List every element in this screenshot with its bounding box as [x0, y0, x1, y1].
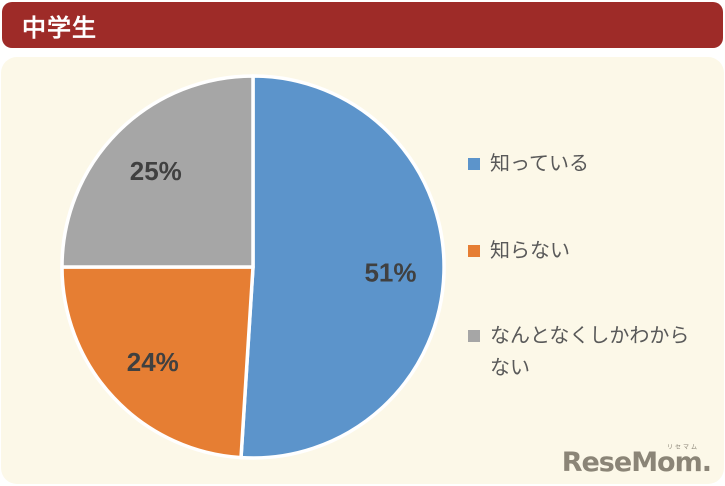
- legend-label: 知っている: [490, 153, 589, 175]
- resemom-logo: リセマム ReseMom.: [561, 445, 712, 478]
- legend-label: なんとなくしかわからない: [490, 325, 690, 379]
- legend-item-know: 知っている: [468, 148, 702, 180]
- page-title: 中学生: [22, 14, 97, 42]
- pie-chart: 51% 24% 25%: [60, 74, 446, 460]
- legend-swatch-gray-icon: [468, 330, 480, 342]
- pie-slice-2: [60, 74, 255, 269]
- legend-swatch-orange-icon: [468, 245, 480, 257]
- pie-data-label: 24%: [127, 347, 179, 377]
- logo-text: ReseMom.: [561, 447, 712, 478]
- pie-slice-0: [239, 74, 446, 460]
- legend-item-vague: なんとなくしかわからない: [468, 320, 702, 384]
- header-bar: 中学生: [2, 2, 723, 48]
- legend-item-dont-know: 知らない: [468, 235, 702, 267]
- logo-ruby-text: リセマム: [666, 445, 699, 451]
- pie-data-label: 25%: [130, 156, 182, 186]
- pie-data-label: 51%: [364, 257, 416, 287]
- legend-swatch-blue-icon: [468, 158, 480, 170]
- legend-label: 知らない: [490, 240, 570, 262]
- pie-slice-1: [60, 265, 255, 460]
